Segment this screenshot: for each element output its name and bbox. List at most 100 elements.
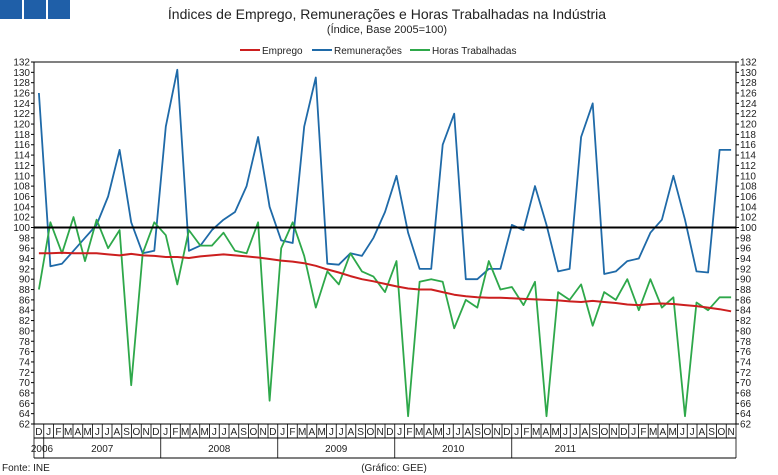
legend-label-emprego: Emprego bbox=[262, 46, 303, 57]
y-tick-label-left: 80 bbox=[19, 326, 31, 337]
x-month-label: S bbox=[240, 427, 247, 438]
y-tick-label-left: 126 bbox=[13, 89, 30, 100]
y-tick-label-right: 94 bbox=[740, 254, 752, 265]
legend-label-horas: Horas Trabalhadas bbox=[432, 46, 517, 57]
y-tick-label-left: 90 bbox=[19, 275, 31, 286]
x-month-label: S bbox=[474, 427, 481, 438]
x-month-label: M bbox=[551, 427, 559, 438]
x-month-label: J bbox=[397, 427, 402, 438]
x-month-label: S bbox=[591, 427, 598, 438]
x-year-label: 2006 bbox=[31, 444, 54, 455]
x-month-label: J bbox=[280, 427, 285, 438]
x-month-label: F bbox=[406, 427, 412, 438]
y-tick-label-left: 74 bbox=[19, 357, 31, 368]
x-month-label: F bbox=[523, 427, 529, 438]
y-tick-label-right: 128 bbox=[740, 78, 757, 89]
y-tick-label-left: 92 bbox=[19, 264, 31, 275]
x-month-label: N bbox=[494, 427, 501, 438]
y-axis-left: 6264666870727476788082848688909294969810… bbox=[13, 58, 34, 431]
x-month-label: N bbox=[260, 427, 267, 438]
y-tick-label-left: 68 bbox=[19, 388, 31, 399]
x-month-label: J bbox=[163, 427, 168, 438]
x-month-label: F bbox=[640, 427, 646, 438]
x-month-label: F bbox=[289, 427, 295, 438]
y-tick-label-right: 68 bbox=[740, 388, 752, 399]
series-lines bbox=[34, 68, 736, 418]
y-tick-label-left: 98 bbox=[19, 233, 31, 244]
x-month-label: M bbox=[200, 427, 208, 438]
x-month-label: O bbox=[483, 427, 491, 438]
x-month-label: M bbox=[298, 427, 306, 438]
y-tick-label-left: 118 bbox=[14, 130, 30, 141]
x-month-label: J bbox=[339, 427, 344, 438]
y-tick-label-right: 98 bbox=[740, 233, 752, 244]
x-month-label: M bbox=[181, 427, 189, 438]
y-tick-label-left: 66 bbox=[19, 399, 31, 410]
y-tick-label-right: 100 bbox=[740, 223, 757, 234]
y-tick-label-left: 116 bbox=[14, 140, 30, 151]
y-tick-label-right: 84 bbox=[740, 306, 752, 317]
y-tick-label-right: 64 bbox=[740, 409, 752, 420]
x-month-label: D bbox=[503, 427, 510, 438]
y-tick-label-left: 122 bbox=[13, 109, 30, 120]
x-month-label: M bbox=[83, 427, 91, 438]
y-tick-label-right: 70 bbox=[740, 378, 752, 389]
y-tick-label-right: 72 bbox=[740, 368, 752, 379]
x-month-label: F bbox=[55, 427, 61, 438]
x-month-label: S bbox=[123, 427, 130, 438]
x-month-label: D bbox=[620, 427, 627, 438]
y-tick-label-left: 82 bbox=[19, 316, 31, 327]
y-tick-label-right: 92 bbox=[740, 264, 752, 275]
x-month-label: D bbox=[152, 427, 159, 438]
legend: Emprego Remunerações Horas Trabalhadas bbox=[240, 46, 517, 57]
x-month-label: M bbox=[317, 427, 325, 438]
x-year-label: 2008 bbox=[208, 444, 231, 455]
x-month-label: J bbox=[456, 427, 461, 438]
x-month-label: N bbox=[611, 427, 618, 438]
x-month-label: M bbox=[532, 427, 540, 438]
y-tick-label-left: 100 bbox=[13, 223, 30, 234]
x-month-label: A bbox=[543, 427, 550, 438]
source-note: Fonte: INE bbox=[2, 463, 50, 474]
x-month-label: J bbox=[95, 427, 100, 438]
x-month-label: J bbox=[222, 427, 227, 438]
y-tick-label-right: 106 bbox=[740, 192, 757, 203]
x-month-label: J bbox=[690, 427, 695, 438]
y-tick-label-left: 104 bbox=[13, 202, 30, 213]
x-month-label: D bbox=[386, 427, 393, 438]
x-month-label: S bbox=[708, 427, 715, 438]
x-month-label: A bbox=[309, 427, 316, 438]
x-month-label: J bbox=[680, 427, 685, 438]
y-tick-label-right: 118 bbox=[740, 130, 756, 141]
y-tick-label-right: 76 bbox=[740, 347, 752, 358]
x-month-label: J bbox=[46, 427, 51, 438]
y-tick-label-right: 114 bbox=[740, 151, 756, 162]
y-tick-label-left: 108 bbox=[13, 182, 30, 193]
x-month-label: O bbox=[132, 427, 140, 438]
y-tick-label-right: 110 bbox=[740, 171, 756, 182]
chart-title: Índices de Emprego, Remunerações e Horas… bbox=[168, 6, 606, 22]
y-tick-label-left: 114 bbox=[14, 151, 30, 162]
x-month-label: N bbox=[377, 427, 384, 438]
series-line-emprego bbox=[38, 251, 732, 313]
x-month-label: J bbox=[446, 427, 451, 438]
y-tick-label-right: 108 bbox=[740, 182, 757, 193]
x-month-label: M bbox=[64, 427, 72, 438]
x-month-label: O bbox=[249, 427, 257, 438]
y-tick-label-left: 128 bbox=[13, 78, 30, 89]
x-month-label: D bbox=[269, 427, 276, 438]
x-month-label: S bbox=[357, 427, 364, 438]
y-tick-label-right: 82 bbox=[740, 316, 752, 327]
chart-subtitle: (Índice, Base 2005=100) bbox=[327, 23, 447, 36]
y-tick-label-left: 76 bbox=[19, 347, 31, 358]
x-year-label: 2007 bbox=[91, 444, 114, 455]
y-tick-label-right: 90 bbox=[740, 275, 752, 286]
x-month-label: J bbox=[105, 427, 110, 438]
x-month-label: M bbox=[434, 427, 442, 438]
y-tick-label-right: 132 bbox=[740, 58, 757, 69]
x-month-label: O bbox=[717, 427, 725, 438]
x-month-label: A bbox=[192, 427, 199, 438]
x-month-label: A bbox=[114, 427, 121, 438]
x-month-label: A bbox=[660, 427, 667, 438]
y-tick-label-left: 96 bbox=[19, 244, 31, 255]
